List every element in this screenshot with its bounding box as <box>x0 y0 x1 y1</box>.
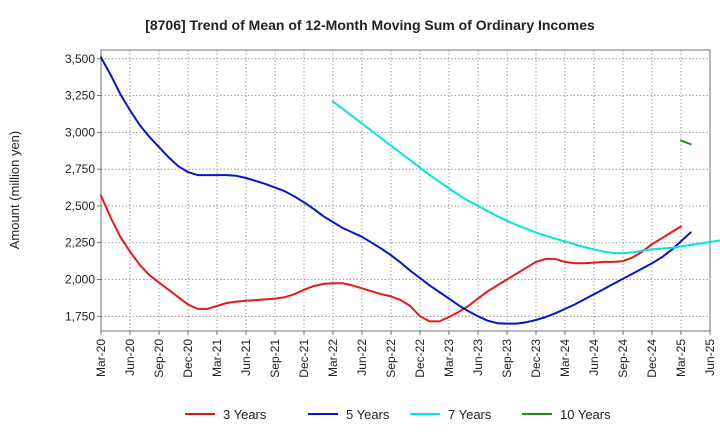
y-tick-label: 2,000 <box>65 273 95 287</box>
chart-title: [8706] Trend of Mean of 12-Month Moving … <box>145 17 595 33</box>
x-tick-label: Jun-25 <box>703 339 717 376</box>
x-tick-label: Sep-20 <box>152 339 166 378</box>
x-tick-label: Mar-22 <box>326 339 340 377</box>
x-tick-label: Sep-23 <box>500 339 514 378</box>
x-tick-label: Sep-22 <box>384 339 398 378</box>
x-tick-label: Dec-23 <box>529 339 543 378</box>
legend-label: 10 Years <box>560 407 611 422</box>
y-tick-label: 2,500 <box>65 199 95 213</box>
legend-label: 3 Years <box>223 407 267 422</box>
plot-area-frame <box>100 49 711 332</box>
x-tick-label: Jun-21 <box>239 339 253 376</box>
series-line-5-years <box>100 56 692 325</box>
y-axis-ticks: 1,750 2,000 2,250 2,500 2,750 3,000 3,250 3,500 <box>65 52 101 323</box>
series-lines <box>100 56 720 325</box>
series-line-3-years <box>100 194 682 323</box>
y-tick-label: 3,500 <box>65 52 95 66</box>
x-tick-label: Jun-22 <box>355 339 369 376</box>
grid <box>100 50 711 331</box>
legend-label: 5 Years <box>346 407 390 422</box>
legend: 3 Years 5 Years 7 Years 10 Years <box>185 407 611 422</box>
x-tick-label: Sep-21 <box>268 339 282 378</box>
x-tick-label: Dec-20 <box>181 339 195 378</box>
x-tick-label: Sep-24 <box>616 339 630 378</box>
x-tick-label: Mar-23 <box>442 339 456 377</box>
x-axis-ticks: Mar-20 Jun-20 Sep-20 Dec-20 Mar-21 Jun-21 Sep-… <box>94 331 717 378</box>
x-tick-label: Dec-24 <box>645 339 659 378</box>
x-tick-label: Jun-24 <box>587 339 601 376</box>
legend-label: 7 Years <box>448 407 492 422</box>
y-tick-label: 1,750 <box>65 309 95 323</box>
x-tick-label: Mar-24 <box>558 339 572 377</box>
series-line-7-years <box>332 100 720 255</box>
y-tick-label: 2,250 <box>65 236 95 250</box>
x-tick-label: Mar-21 <box>210 339 224 377</box>
x-tick-label: Jun-20 <box>123 339 137 376</box>
x-tick-label: Mar-25 <box>674 339 688 377</box>
y-tick-label: 2,750 <box>65 162 95 176</box>
x-tick-label: Dec-22 <box>413 339 427 378</box>
y-tick-label: 3,000 <box>65 125 95 139</box>
x-tick-label: Dec-21 <box>297 339 311 378</box>
x-tick-label: Jun-23 <box>471 339 485 376</box>
y-axis-label: Amount (million yen) <box>7 131 22 250</box>
x-tick-label: Mar-20 <box>94 339 108 377</box>
y-tick-label: 3,250 <box>65 89 95 103</box>
series-line-10-years <box>680 139 692 146</box>
